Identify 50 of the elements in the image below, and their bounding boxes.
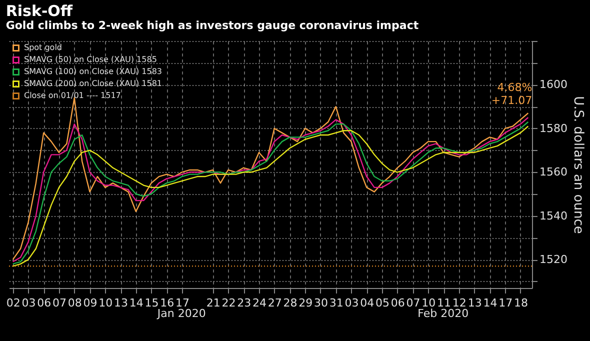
x-tick-label: 15 bbox=[144, 296, 159, 310]
x-tick-label: 23 bbox=[237, 296, 252, 310]
x-tick-label: 10 bbox=[422, 296, 436, 310]
x-tick-label: 29 bbox=[298, 296, 313, 310]
x-tick-label: 10 bbox=[98, 296, 113, 310]
chart-title: Risk-Off bbox=[6, 2, 74, 20]
x-tick-label: 07 bbox=[52, 296, 66, 310]
x-tick-label: 27 bbox=[268, 296, 282, 310]
text: Feb 2020 bbox=[418, 307, 469, 320]
y-tick-label: 1600 bbox=[540, 78, 568, 92]
x-tick-label: 30 bbox=[314, 296, 328, 310]
x-tick-label: 17 bbox=[498, 296, 513, 310]
legend-label: SMAVG (50) on Close (XAU) 1585 bbox=[24, 55, 157, 64]
chart-subtitle: Gold climbs to 2-week high as investors gauge coronavirus impact bbox=[6, 19, 419, 32]
x-tick-label: 13 bbox=[114, 296, 128, 310]
x-tick-label: 14 bbox=[129, 296, 144, 310]
x-tick-label: 06 bbox=[390, 296, 405, 310]
x-tick-label: 09 bbox=[83, 296, 98, 310]
y-tick-label: 1580 bbox=[540, 122, 568, 135]
y-axis-title: U.S. dollars an ounce bbox=[570, 96, 586, 234]
x-tick-label: 16 bbox=[160, 296, 174, 310]
x-tick-label: 14 bbox=[483, 296, 498, 310]
x-tick-label: 28 bbox=[283, 296, 298, 310]
x-tick-label: 04 bbox=[360, 296, 374, 310]
x-tick-label: 11 bbox=[437, 296, 452, 310]
x-tick-label: 03 bbox=[344, 296, 359, 310]
annotation: +71.07 bbox=[491, 94, 532, 108]
x-tick-label: 02 bbox=[6, 296, 20, 310]
x-tick-label: 31 bbox=[329, 296, 344, 310]
annotation: 4.68% bbox=[497, 81, 532, 94]
y-tick-label: 1540 bbox=[540, 209, 568, 222]
x-tick-label: 08 bbox=[68, 296, 82, 310]
legend-label: Spot gold bbox=[24, 43, 62, 52]
legend-label: Close on 01/01 ---- 1517 bbox=[24, 91, 121, 100]
x-tick-label: 21 bbox=[206, 296, 220, 310]
x-tick-label: 22 bbox=[222, 296, 236, 310]
x-tick-label: 12 bbox=[452, 296, 466, 310]
legend-label: SMAVG (200) on Close (XAU) 1581 bbox=[24, 79, 162, 88]
x-tick-label: 05 bbox=[376, 296, 390, 310]
x-tick-label: 24 bbox=[252, 296, 266, 310]
x-tick-label: 17 bbox=[176, 296, 190, 310]
legend-label: SMAVG (100) on Close (XAU) 1583 bbox=[24, 67, 162, 76]
x-tick-label: 13 bbox=[468, 296, 482, 310]
y-tick-label: 1560 bbox=[540, 166, 568, 179]
y-tick-label: 1520 bbox=[540, 253, 568, 266]
x-tick-label: 18 bbox=[514, 296, 528, 310]
text: Jan 2020 bbox=[156, 307, 206, 320]
x-tick-label: 03 bbox=[22, 296, 36, 310]
x-tick-label: 06 bbox=[37, 296, 52, 310]
x-tick-label: 07 bbox=[406, 296, 420, 310]
